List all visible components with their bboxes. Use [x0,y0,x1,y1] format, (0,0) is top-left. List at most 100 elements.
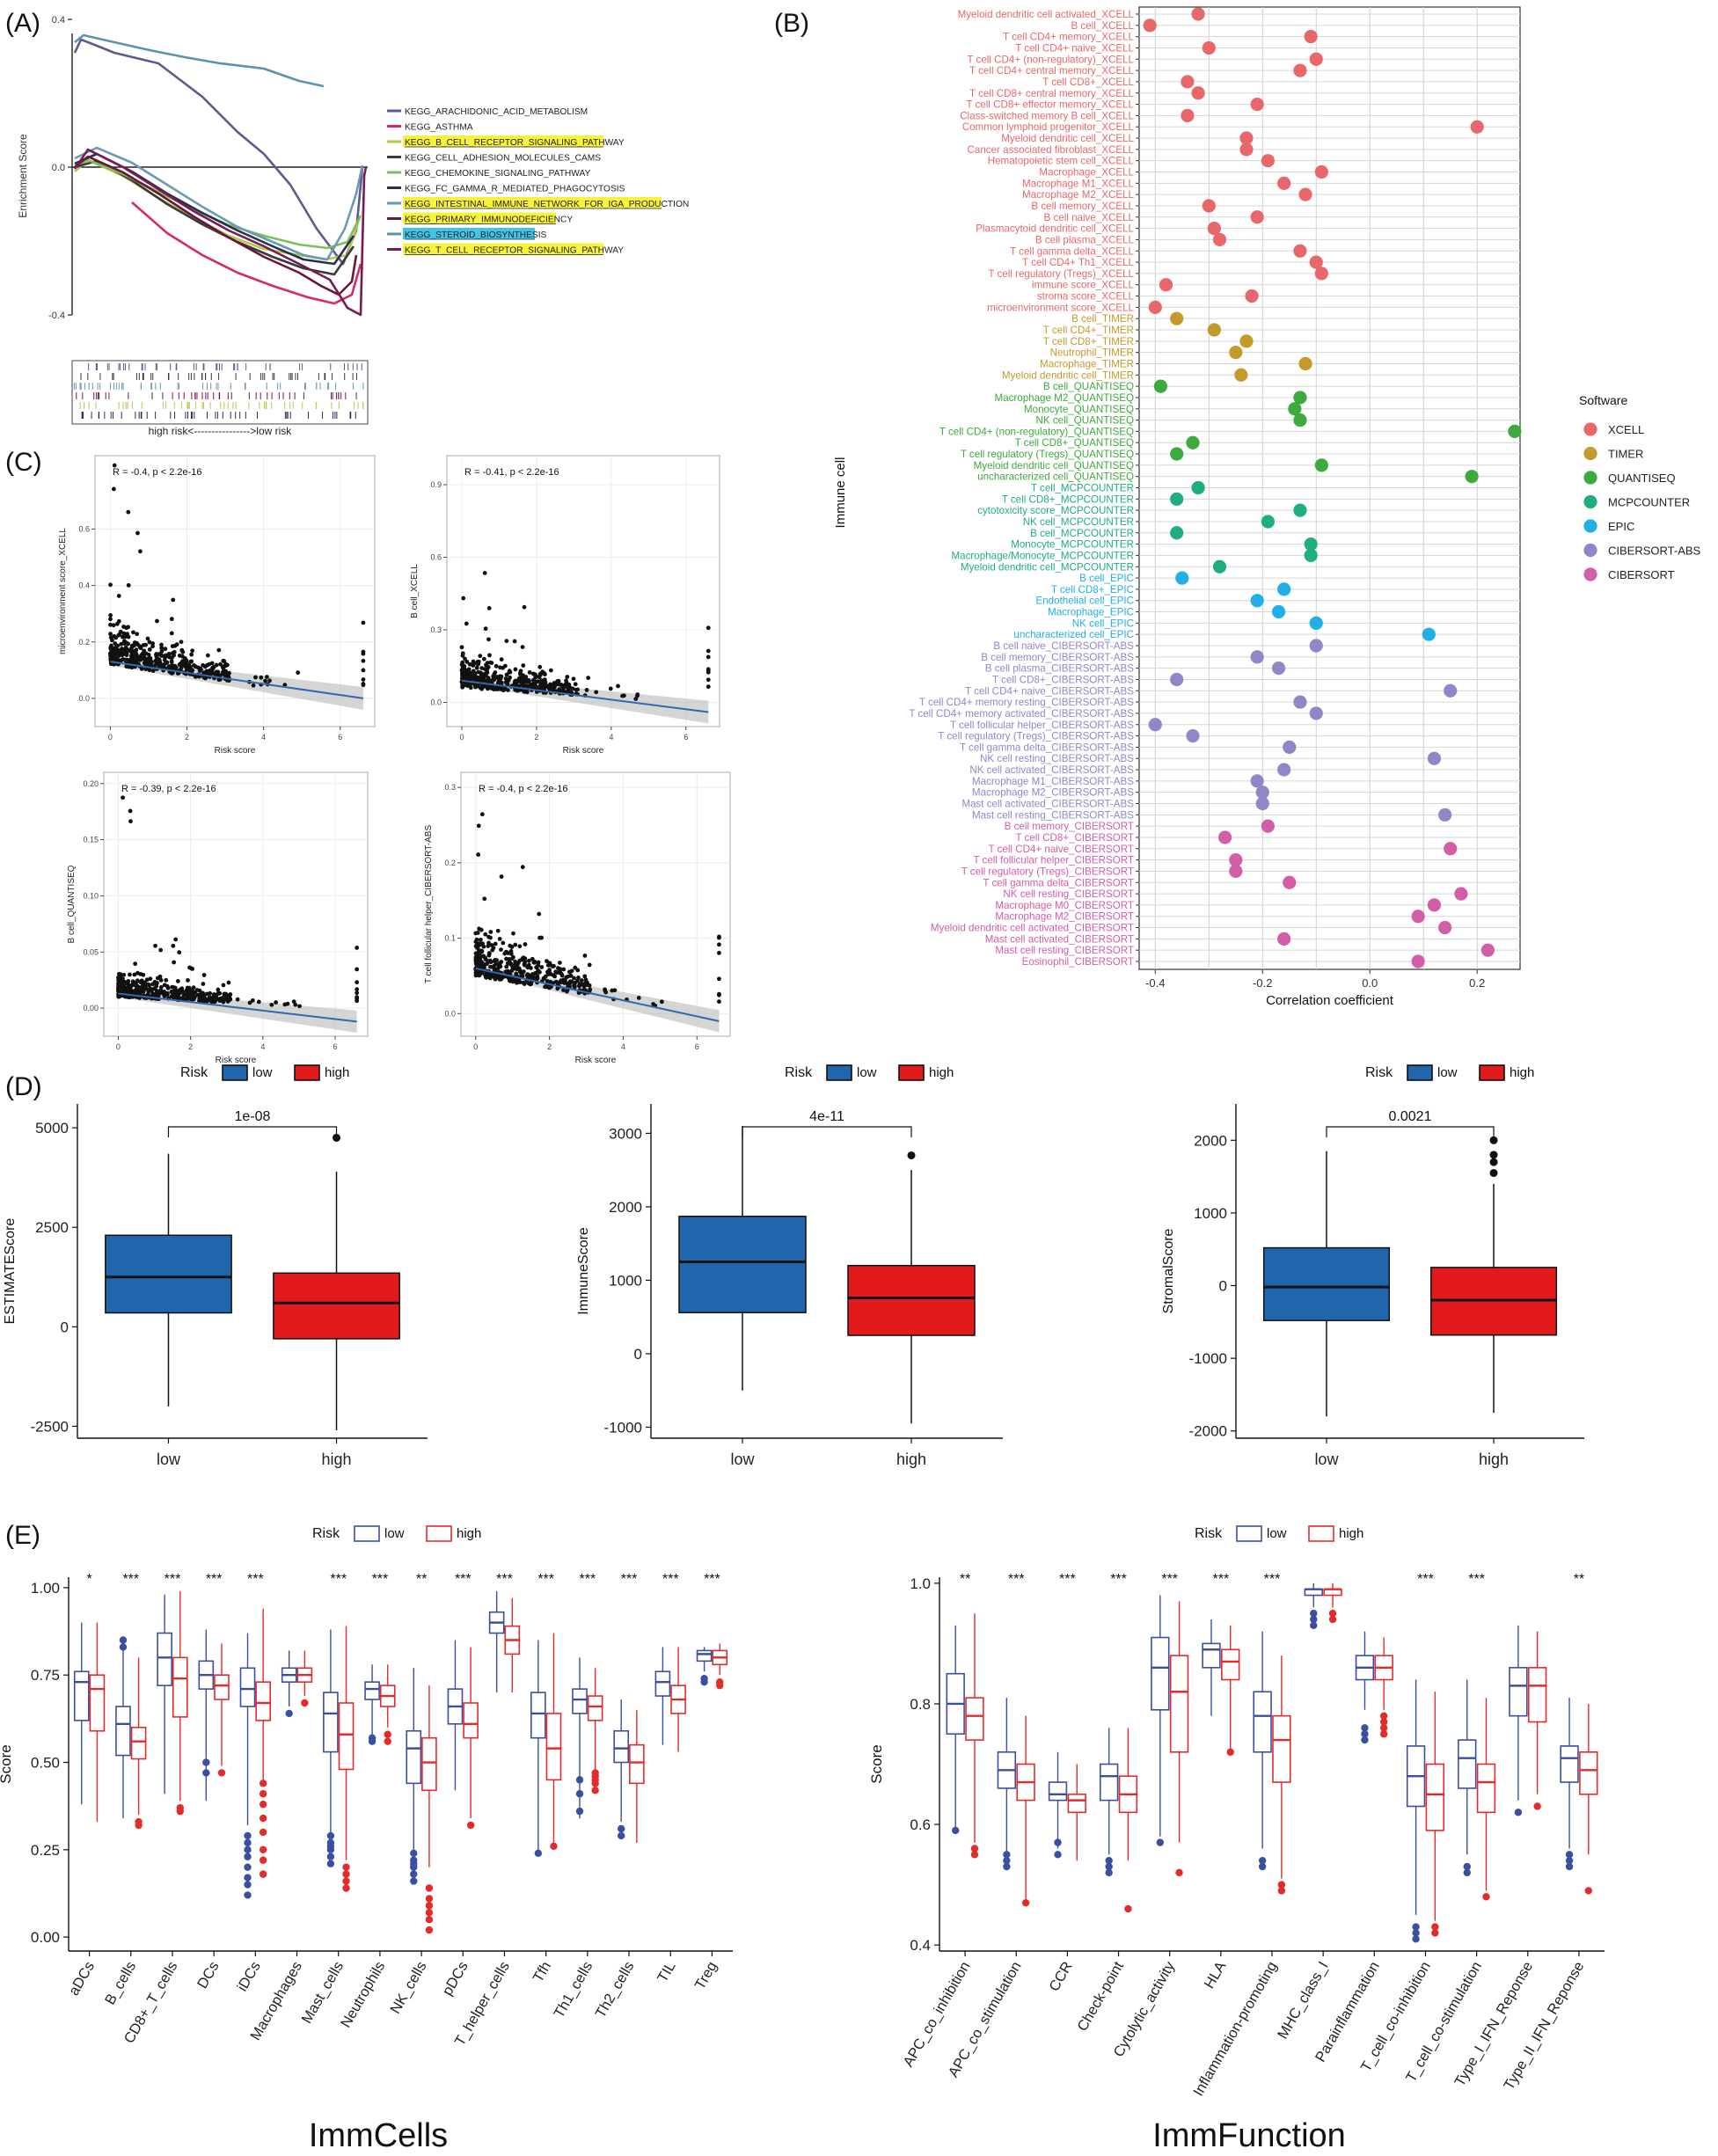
scatter-y-tick-label: 0.20 [83,779,99,788]
scatter-point [558,961,562,965]
corr-point [1293,63,1307,77]
risk-legend-swatch [294,1064,320,1081]
box-outlier [326,1831,335,1840]
gsea-legend-label: KEGG_ARACHIDONIC_ACID_METABOLISM [405,107,588,117]
box-outlier [618,1831,625,1840]
scatter-point [121,981,126,986]
scatter-point [205,653,210,658]
box-outlier [575,1790,584,1798]
scatter-point [504,964,509,969]
gsea-y-tick-label: 0.4 [52,15,65,26]
scatter-point [513,687,518,692]
scatter-point [562,981,567,985]
box-y-tick-label: 1.00 [31,1580,60,1597]
scatter-point [486,944,491,948]
corr-point [1271,604,1286,619]
scatter-point [536,960,541,965]
scatter-point [475,662,480,667]
scatter-point [130,982,135,987]
scatter-point [355,987,360,992]
scatter-point [527,669,532,675]
scatter-point [502,663,508,669]
scatter-point [550,683,555,689]
box-body [965,1697,984,1741]
pvalue-label: 4e-11 [809,1109,844,1124]
significance-mark: *** [1161,1572,1178,1587]
box-outlier [244,1853,252,1860]
scatter-point [112,463,117,468]
scatter-point [153,943,157,948]
scatter-point [636,996,641,1000]
gsea-y-tick-label: 0.0 [52,163,65,173]
box-outlier [1412,1935,1420,1943]
scatter-point [169,617,174,622]
box-body [89,1674,106,1732]
scatter-point [126,634,131,639]
scatter-point [116,654,121,659]
scatter-x-tick-label: 6 [695,1042,699,1051]
corr-cell-label: Myeloid dendritic cell_MCPCOUNTER [961,561,1134,573]
scatter-point [192,995,197,1000]
box-outlier [1156,1838,1165,1846]
box-outlier [259,1845,267,1854]
corr-point [1148,718,1162,732]
scatter-point [296,670,301,676]
box-y-tick-label: 1000 [609,1272,642,1289]
scatter-y-tick-label: 0.4 [78,581,90,590]
gsea-curve [73,38,364,266]
scatter-point [189,652,194,657]
scatter-point [462,667,467,672]
box-outlier [907,1151,916,1159]
gsea-legend-label: KEGG_INTESTINAL_IMMUNE_NETWORK_FOR_IGA_P… [405,200,689,209]
gsea-rug-frame [71,360,369,425]
scatter-x-tick-label: 2 [534,733,538,742]
scatter-point [108,622,113,627]
scatter-y-tick-label: 0.0 [78,694,90,703]
corr-cell-label: NK cell_MCPCOUNTER [1023,516,1134,528]
box-body [530,1692,546,1739]
corr-point [1159,278,1173,292]
corr-point [1212,232,1227,247]
box-outlier [259,1814,267,1823]
gsea-legend-label: KEGG_STEROID_BIOSYNTHESIS [405,230,547,240]
corr-cell-label: T cell CD4+ memory resting_CIBERSORT-ABS [919,697,1134,708]
scatter-point [159,646,164,650]
box-outlier [244,1874,252,1882]
scatter-fit-line [461,679,709,713]
corr-cell-label: T cell gamma delta_CIBERSORT [983,877,1134,888]
box-y-tick-label: 2000 [609,1199,642,1216]
scatter-point [216,987,221,992]
scatter-point [259,675,264,680]
scatter-point [212,996,217,1001]
corr-point [1239,334,1254,348]
box-outlier [1003,1851,1011,1859]
box-outlier [425,1909,434,1917]
corr-x-tick-label: -0.4 [1145,976,1165,990]
box-outlier [1310,1621,1318,1630]
corr-cell-label: uncharacterized cell_EPIC [1013,629,1134,640]
scatter-point [534,965,539,970]
significance-mark: *** [1008,1572,1025,1587]
scatter-point [568,973,574,978]
corr-cell-label: T cell regulatory (Tregs)_CIBERSORT [961,866,1134,877]
immune-boxplot: Risk low high -1000 0 1000 2000 3000 ImmuneScore… [576,1064,1003,1468]
box-outlier [1412,1923,1420,1931]
scatter-point [509,945,515,949]
scatter-point [111,623,116,628]
corr-point [1277,582,1291,596]
corr-cell-label: B cell_QUANTISEQ [1043,381,1134,392]
scatter-point [494,675,500,679]
scatter-point [147,983,151,988]
gsea-legend-highlight [403,228,535,239]
risk-legend-high: high [325,1065,349,1080]
scatter-point [459,662,464,667]
scatter-x-tick-label: 2 [547,1042,552,1051]
scatter-point [499,657,504,662]
gsea-curve [74,155,358,296]
corr-point [1250,97,1264,112]
scatter-point [208,990,213,996]
scatter-point [170,984,174,990]
corr-cell-label: Macrophage_TIMER [1040,358,1134,369]
corr-x-tick-label: -0.2 [1253,976,1272,990]
corr-legend-label: QUANTISEQ [1608,471,1676,485]
